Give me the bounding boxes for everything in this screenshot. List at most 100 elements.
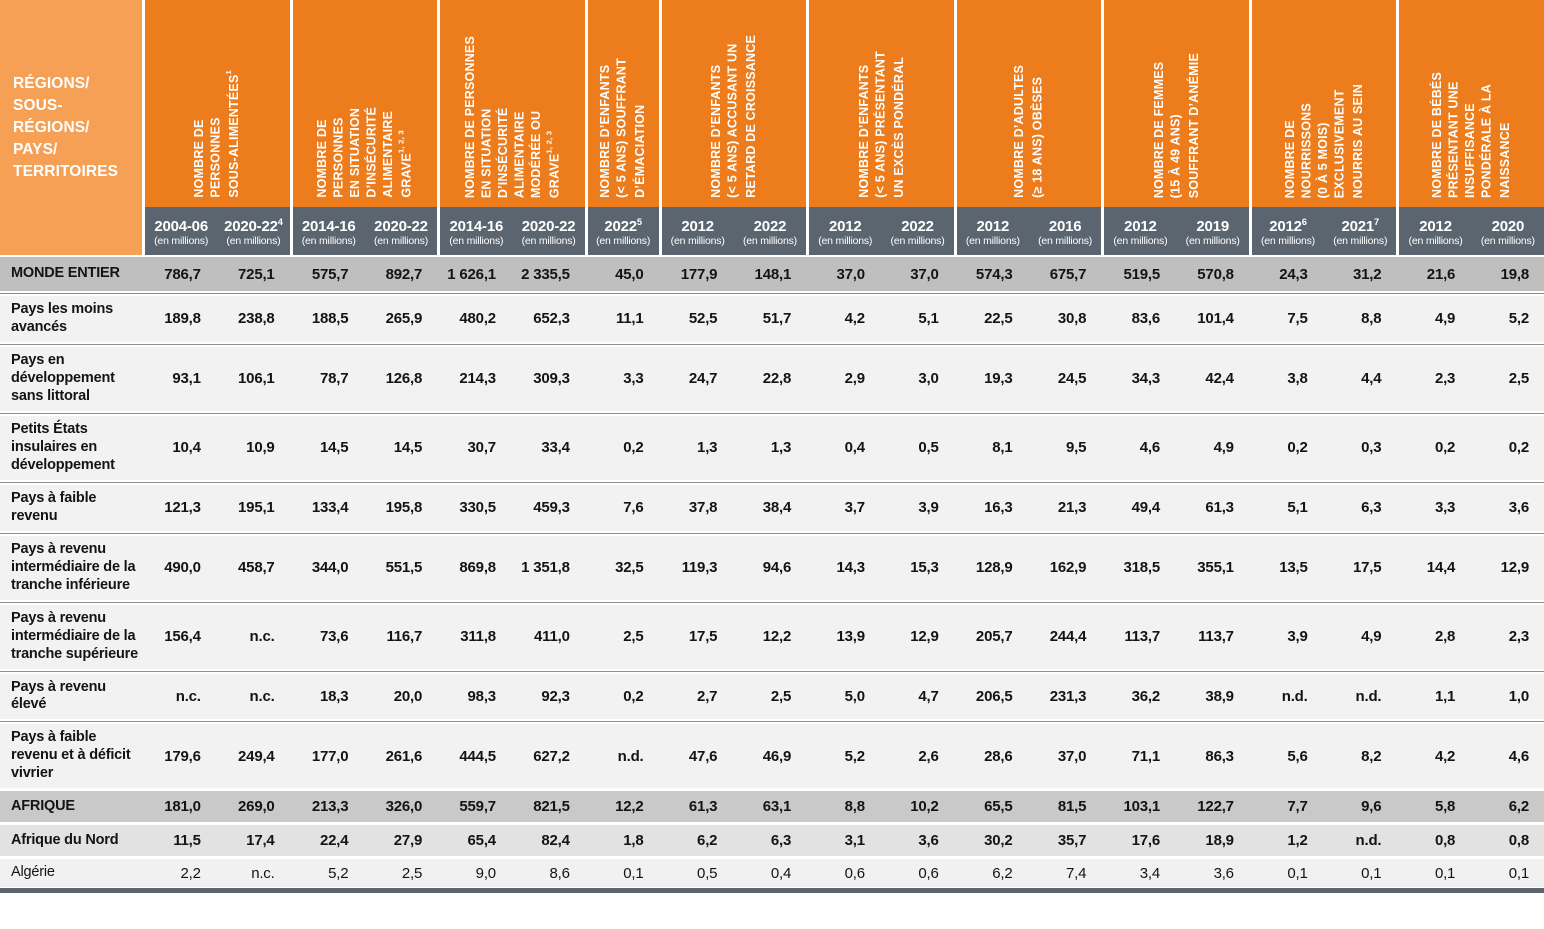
data-cell: 551,5 [385,559,423,577]
data-cell: 5,8 [1434,798,1456,816]
data-cell: 81,5 [1057,798,1087,816]
data-cell: 411,0 [534,628,570,646]
data-cell: 2 335,5 [521,265,570,283]
table-row: Pays à revenu élevé n.c. n.c. 18,3 20,0 98,3 9… [0,673,1544,720]
data-cell: 5,2 [1508,310,1529,328]
data-cell: 4,6 [1508,747,1529,765]
row-label: Algérie [11,864,55,881]
data-cell: 14,4 [1426,559,1456,577]
data-cell: 458,7 [238,559,275,577]
footnote-superscript: 5 [636,217,642,227]
column-group: NOMBRE DE PERSONNES EN SITUATION D’INSÉC… [289,0,438,255]
data-cell: 61,3 [688,798,718,816]
data-cell: 177,0 [311,747,349,765]
year-header: 2014-16 (en millions) [301,218,356,247]
data-cell: 205,7 [975,628,1013,646]
data-cell: 4,9 [1361,628,1382,646]
data-cell: 148,1 [754,265,792,283]
data-cell: 12,9 [1500,559,1530,577]
data-cell: 24,5 [1057,370,1087,388]
data-cell: 1,3 [770,439,792,457]
data-cell: 238,8 [238,310,275,328]
column-group: NOMBRE DE FEMMES (15 À 49 ANS) SOUFFRANT… [1101,0,1249,255]
data-cell: 47,6 [688,747,718,765]
data-cell: 3,3 [1434,499,1456,517]
unit-label: (en millions) [521,235,576,247]
data-cell: 17,6 [1131,832,1161,850]
data-cell: 6,2 [1508,798,1529,816]
column-group: NOMBRE DE NOURRISSONS (0 À 5 MOIS) EXCLU… [1248,0,1397,255]
year-header: 20225 (en millions) [596,217,651,247]
data-cell: 344,0 [311,559,349,577]
data-cell: 0,2 [623,687,644,705]
data-cell: 326,0 [385,798,423,816]
data-cell: 5,2 [328,864,349,882]
footnote-superscript: 1, 2, 3 [544,130,554,154]
year-band: 2012 (en millions) 2022 (en millions) [661,207,807,255]
row-separator [0,719,1544,725]
data-cell: 24,7 [688,370,718,388]
data-cell: 8,1 [992,439,1013,457]
data-cell: 459,3 [533,499,570,517]
year-header: 2012 (en millions) [1408,218,1463,247]
data-cell: 559,7 [459,798,496,816]
data-cell: 8,6 [549,864,570,882]
data-cell: 3,8 [1287,370,1308,388]
data-cell: 12,2 [615,798,644,816]
corner-header: RÉGIONS/ SOUS- RÉGIONS/ PAYS/ TERRITOIRE… [0,0,142,255]
data-cell: 2,5 [770,687,792,705]
data-cell: 98,3 [467,687,497,705]
data-cell: 31,2 [1353,265,1382,283]
data-cell: 103,1 [1123,798,1161,816]
column-group-title: NOMBRE DE BÉBÉS PRÉSENTANT UNE INSUFFISA… [1430,72,1513,198]
data-cell: 574,3 [975,265,1013,283]
data-cell: 0,2 [1287,439,1308,457]
table-row: Pays en développement sans littoral 93,1 1… [0,346,1544,411]
footnote-superscript: 4 [277,217,283,227]
data-cell: 92,3 [541,687,570,705]
data-cell: 0,4 [770,864,792,882]
table-row: Algérie 2,2 n.c. 5,2 2,5 9,0 8,6 0,1 0,5 0,4 0,6 0,… [0,859,1544,888]
data-cell: 9,0 [475,864,496,882]
data-cell: 3,3 [623,370,644,388]
table-row: MONDE ENTIER 786,7 725,1 575,7 892,7 1 626,1 2… [0,257,1544,291]
data-cell: 133,4 [311,499,349,517]
data-cell: 37,0 [836,265,865,283]
data-cell: 21,3 [1057,499,1087,517]
data-cell: 4,9 [1434,310,1456,328]
data-cell: 128,9 [975,559,1013,577]
data-cell: 126,8 [385,370,423,388]
year-band: 2014-16 (en millions) 2020-22 (en millions) [292,207,438,255]
data-cell: 1,8 [623,832,644,850]
row-separator [0,668,1544,674]
data-cell: 37,0 [910,265,939,283]
year-band: 2012 (en millions) 2022 (en millions) [809,207,954,255]
data-cell: 22,8 [762,370,792,388]
data-cell: 46,9 [762,747,792,765]
row-separator [0,856,1544,860]
data-cell: 22,4 [319,832,349,850]
data-cell: 121,3 [164,499,201,517]
data-cell: 101,4 [1197,310,1234,328]
data-cell: n.c. [175,687,201,705]
column-group: NOMBRE DE PERSONNES SOUS-ALIMENTÉES1 2004… [142,0,290,255]
unit-label: (en millions) [1185,235,1240,247]
data-cell: 6,2 [992,864,1013,882]
data-cell: 188,5 [311,310,349,328]
data-cell: 30,8 [1057,310,1087,328]
column-group-title: NOMBRE D’ENFANTS (< 5 ANS) SOUFFRANT D’É… [598,58,648,198]
data-cell: 27,9 [393,832,423,850]
column-group-title: NOMBRE DE PERSONNES EN SITUATION D’INSÉC… [315,107,414,198]
data-cell: 9,5 [1065,439,1087,457]
data-cell: n.d. [617,747,644,765]
data-cell: 195,8 [385,499,423,517]
data-cell: 177,9 [680,265,718,283]
data-cell: 93,1 [172,370,201,388]
row-label: Petits États insulaires en développement [11,420,115,473]
data-cell: 311,8 [460,628,496,646]
row-label: Pays à faible revenu et à déficit vivrie… [11,729,131,782]
data-cell: 3,9 [1287,628,1308,646]
statistics-table: RÉGIONS/ SOUS- RÉGIONS/ PAYS/ TERRITOIRE… [0,0,1544,894]
data-cell: 0,2 [1508,439,1529,457]
data-cell: 34,3 [1131,370,1161,388]
